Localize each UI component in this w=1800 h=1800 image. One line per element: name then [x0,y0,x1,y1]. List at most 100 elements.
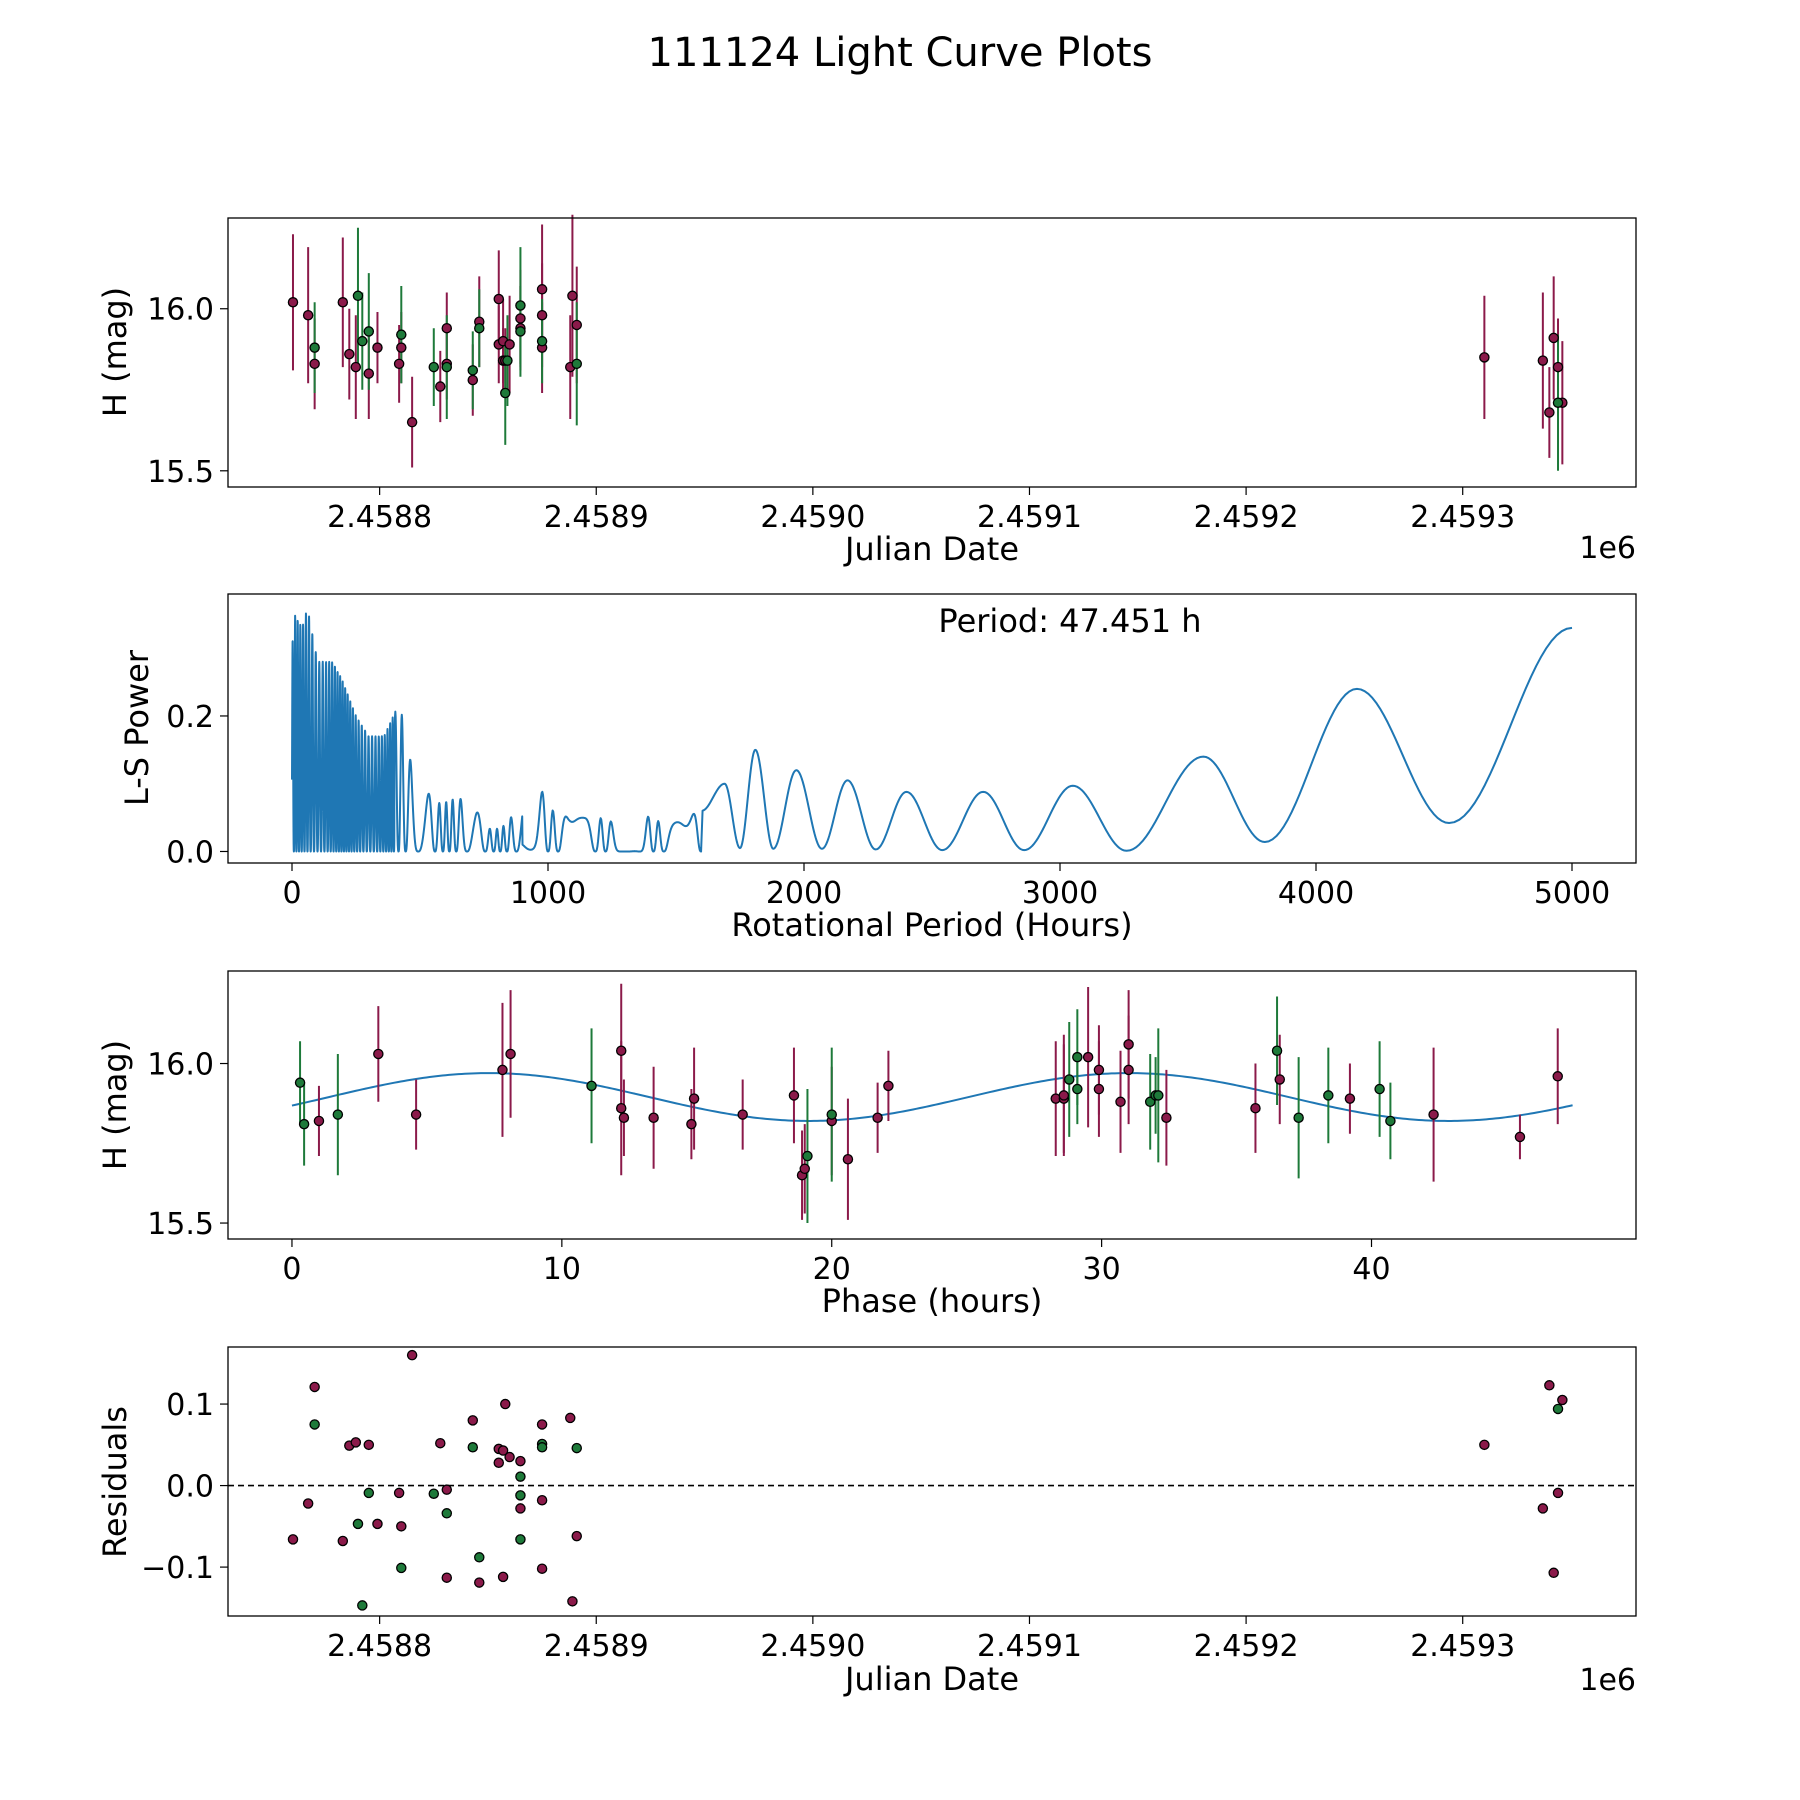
magenta-data-point [410,1109,422,1120]
phased-y-label: H (mag) [96,1040,134,1170]
green-data-point [515,1471,526,1482]
periodogram-x-label: Rotational Period (Hours) [731,906,1132,944]
period-annotation: Period: 47.451 h [938,602,1201,640]
lightcurve-x-offset: 1e6 [1579,531,1636,566]
green-data-point [309,342,320,353]
periodogram-xtick-label: 3000 [1022,876,1098,911]
magenta-data-point [500,1398,511,1410]
residuals-axes-frame [227,1346,1637,1617]
magenta-data-point [1537,1503,1549,1514]
magenta-data-point [497,1445,509,1456]
residuals-xtick-label: 2.4593 [1410,1629,1515,1664]
residuals-xtick-label: 2.4592 [1194,1629,1299,1664]
lightcurve-xtick-label: 2.4591 [977,500,1082,535]
magenta-data-point [1161,1112,1172,1124]
lightcurve-x-label: Julian Date [843,530,1019,568]
magenta-data-point [363,1439,375,1451]
green-data-point [363,1487,375,1499]
magenta-data-point [393,1487,405,1499]
magenta-data-point [1557,1394,1568,1406]
magenta-data-point [372,1518,383,1530]
phased-ytick-label: 16.0 [147,1048,214,1083]
magenta-data-point [1115,1096,1126,1108]
green-data-point [826,1109,837,1120]
magenta-data-point [287,297,299,308]
periodogram-xtick-label: 4000 [1278,876,1354,911]
lightcurve-xtick-label: 2.4593 [1410,500,1515,535]
magenta-data-point [515,313,526,324]
magenta-data-point [515,1503,526,1514]
periodogram-marks [291,612,1573,853]
magenta-data-point [313,1115,325,1127]
magenta-data-point [615,1102,627,1114]
figure-title: 111124 Light Curve Plots [648,30,1153,76]
magenta-data-point [799,1163,810,1175]
green-data-point [1552,397,1564,408]
magenta-data-point [571,1530,583,1542]
lightcurve-marks [287,214,1568,471]
magenta-data-point [493,1457,505,1469]
periodogram-xtick-label: 2000 [766,876,842,911]
phased-x-label: Phase (hours) [822,1282,1043,1320]
green-data-point [363,326,375,337]
magenta-data-point [337,1535,349,1547]
magenta-data-point [1548,1567,1559,1579]
green-data-point [1374,1083,1385,1095]
magenta-data-point [344,348,355,360]
green-data-point [536,1442,548,1453]
magenta-data-point [872,1112,883,1124]
green-data-point [1063,1074,1075,1085]
green-data-point [309,1419,320,1430]
magenta-data-point [474,1577,485,1588]
magenta-data-point [565,1412,576,1424]
magenta-data-point [1548,332,1559,344]
magenta-data-point [1093,1083,1105,1095]
green-data-point [1153,1090,1164,1101]
phased-xtick-label: 0 [282,1252,301,1287]
phased-xtick-label: 30 [1083,1252,1121,1287]
magenta-data-point [788,1090,800,1101]
lightcurve-axes-frame [227,217,1637,488]
magenta-data-point [441,322,453,334]
lightcurve-y-label: H (mag) [96,287,134,417]
periodogram-ticks: 0 1000 2000 3000 4000 5000 0.0 0.2 [166,700,1610,911]
magenta-data-point [1082,1051,1094,1063]
residuals-xtick-label: 2.4588 [327,1629,432,1664]
magenta-data-point [372,342,383,353]
magenta-data-point [287,1534,299,1545]
lightcurve-ytick-label: 15.5 [147,455,214,490]
residuals-xtick-label: 2.4590 [760,1629,865,1664]
magenta-data-point [435,1437,446,1449]
magenta-data-point [1479,352,1490,363]
magenta-data-point [1552,1487,1564,1499]
magenta-data-point [350,1437,362,1448]
magenta-data-point [688,1093,700,1104]
magenta-data-point [1479,1439,1490,1451]
lightcurve-xtick-label: 2.4592 [1194,500,1299,535]
green-data-point [1271,1045,1283,1057]
magenta-data-point [493,293,505,305]
magenta-data-point [1274,1074,1285,1085]
green-data-point [536,335,548,347]
green-data-point [352,290,364,302]
phased-ticks: 0 10 20 30 40 15.5 16.0 [147,1048,1390,1287]
green-data-point [332,1109,344,1120]
lightcurve-ytick-label: 16.0 [147,293,214,328]
magenta-data-point [1514,1131,1526,1143]
residuals-y-label: Residuals [96,1406,134,1558]
magenta-data-point [567,1596,578,1607]
green-data-point [428,361,440,373]
periodogram-xtick-label: 1000 [510,876,586,911]
periodogram-ytick-label: 0.2 [166,700,214,735]
lightcurve-xtick-label: 2.4588 [327,500,432,535]
periodogram-xtick-label: 0 [282,876,301,911]
magenta-data-point [536,309,548,321]
residuals-panel: 2.4588 2.4589 2.4590 2.4591 2.4592 2.4593 −0.1… [96,1346,1637,1698]
green-data-point [467,365,479,376]
magenta-data-point [309,1381,320,1393]
lightcurve-ticks: 2.4588 2.4589 2.4590 2.4591 2.4592 2.4593 15.5… [147,293,1515,535]
magenta-data-point [504,1451,515,1463]
green-data-point [357,1600,368,1611]
magenta-data-point [1544,407,1555,418]
magenta-data-point [505,1048,516,1060]
